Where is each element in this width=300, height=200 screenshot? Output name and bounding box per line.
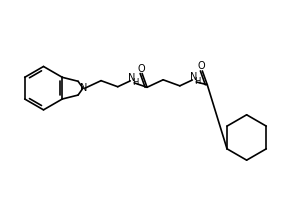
Text: H: H — [194, 77, 200, 86]
Text: N: N — [128, 73, 135, 83]
Text: H: H — [132, 78, 138, 87]
Text: O: O — [197, 61, 205, 71]
Text: N: N — [80, 83, 87, 93]
Text: O: O — [137, 64, 145, 74]
Text: N: N — [190, 72, 197, 82]
